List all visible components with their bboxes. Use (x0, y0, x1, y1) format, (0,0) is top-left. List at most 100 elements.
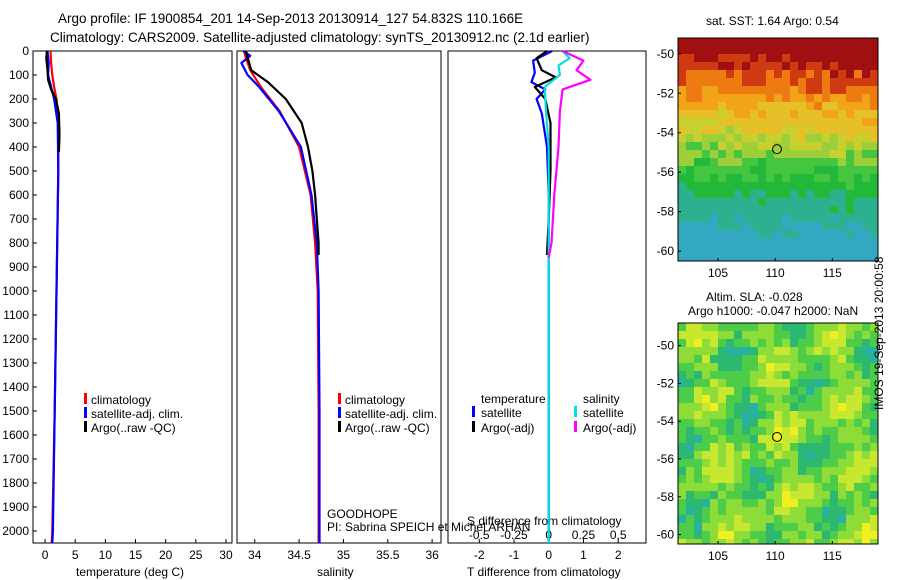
sst-cell (758, 222, 767, 231)
sst-cell (846, 198, 855, 207)
sst-cell (766, 230, 775, 239)
sst-cell (806, 166, 815, 175)
sst-cell (798, 110, 807, 119)
sst-cell (750, 142, 759, 151)
sla-cell (678, 427, 687, 436)
sla-cell (830, 355, 839, 364)
sst-cell (694, 102, 703, 111)
temperature-legend: climatology satellite-adj. clim. Argo(..… (84, 393, 183, 435)
sst-cell (862, 70, 871, 79)
sla-cell (694, 499, 703, 508)
sla-cell (798, 355, 807, 364)
map-x-tick-label: 105 (708, 266, 728, 280)
sst-cell (742, 150, 751, 159)
sla-cell (742, 339, 751, 348)
sla-cell (686, 483, 695, 492)
sla-cell (822, 507, 831, 516)
sst-cell (710, 110, 719, 119)
sla-cell (806, 355, 815, 364)
sla-cell (718, 499, 727, 508)
sla-cell (750, 507, 759, 516)
sst-cell (678, 182, 687, 191)
sst-cell (774, 86, 783, 95)
sla-cell (694, 443, 703, 452)
sla-cell (686, 531, 695, 540)
sst-cell (694, 46, 703, 55)
sst-cell (846, 150, 855, 159)
sst-cell (822, 94, 831, 103)
sst-cell (854, 174, 863, 183)
sla-cell (774, 427, 783, 436)
sla-cell (750, 467, 759, 476)
sla-cell (814, 539, 823, 544)
sst-cell (814, 246, 823, 255)
sst-cell (686, 214, 695, 223)
legend-temperature-title: temperature (481, 392, 546, 406)
sla-cell (710, 411, 719, 420)
sla-cell (822, 419, 831, 428)
sla-cell (710, 523, 719, 532)
sst-cell (758, 62, 767, 71)
sst-cell (710, 126, 719, 135)
sla-cell (822, 515, 831, 524)
sla-cell (838, 475, 847, 484)
sla-cell (686, 475, 695, 484)
sst-cell (774, 110, 783, 119)
sla-cell (822, 435, 831, 444)
sst-cell (742, 110, 751, 119)
sla-cell (726, 491, 735, 500)
sla-cell (726, 419, 735, 428)
difference-xlabel: T difference from climatology (467, 565, 621, 579)
sla-cell (678, 491, 687, 500)
sst-cell (790, 102, 799, 111)
sla-cell (734, 531, 743, 540)
sla-cell (798, 379, 807, 388)
sla-cell (678, 363, 687, 372)
sst-cell (830, 126, 839, 135)
sst-cell (838, 78, 847, 87)
sst-cell (862, 222, 871, 231)
sst-cell (782, 102, 791, 111)
sst-cell (814, 206, 823, 215)
sst-cell (798, 230, 807, 239)
sst-cell (694, 174, 703, 183)
sst-cell (822, 62, 831, 71)
sst-cell (774, 126, 783, 135)
sst-cell (854, 150, 863, 159)
sla-cell (830, 507, 839, 516)
sst-cell (846, 158, 855, 167)
sla-cell (694, 427, 703, 436)
sst-cell (838, 70, 847, 79)
sla-cell (710, 443, 719, 452)
sla-cell (870, 427, 878, 436)
sst-cell (862, 254, 871, 261)
series-line (45, 50, 61, 152)
sla-cell (846, 395, 855, 404)
sst-cell (870, 238, 878, 247)
x-tick-label: 34.5 (287, 548, 311, 562)
sla-map-title1: Altim. SLA: -0.028 (706, 290, 803, 304)
sla-cell (686, 347, 695, 356)
sla-cell (854, 451, 863, 460)
sla-cell (758, 403, 767, 412)
sst-cell (806, 254, 815, 261)
sla-cell (814, 339, 823, 348)
sst-cell (838, 118, 847, 127)
sst-cell (710, 190, 719, 199)
sst-cell (686, 126, 695, 135)
sla-cell (774, 363, 783, 372)
sst-cell (854, 206, 863, 215)
sst-cell (766, 190, 775, 199)
sla-cell (774, 531, 783, 540)
sst-cell (838, 38, 847, 47)
sst-cell (790, 110, 799, 119)
sla-cell (782, 363, 791, 372)
sla-cell (726, 427, 735, 436)
sla-cell (766, 451, 775, 460)
sst-cell (726, 110, 735, 119)
sst-cell (750, 38, 759, 47)
sla-cell (862, 347, 871, 356)
sst-cell (750, 86, 759, 95)
sla-cell (742, 387, 751, 396)
